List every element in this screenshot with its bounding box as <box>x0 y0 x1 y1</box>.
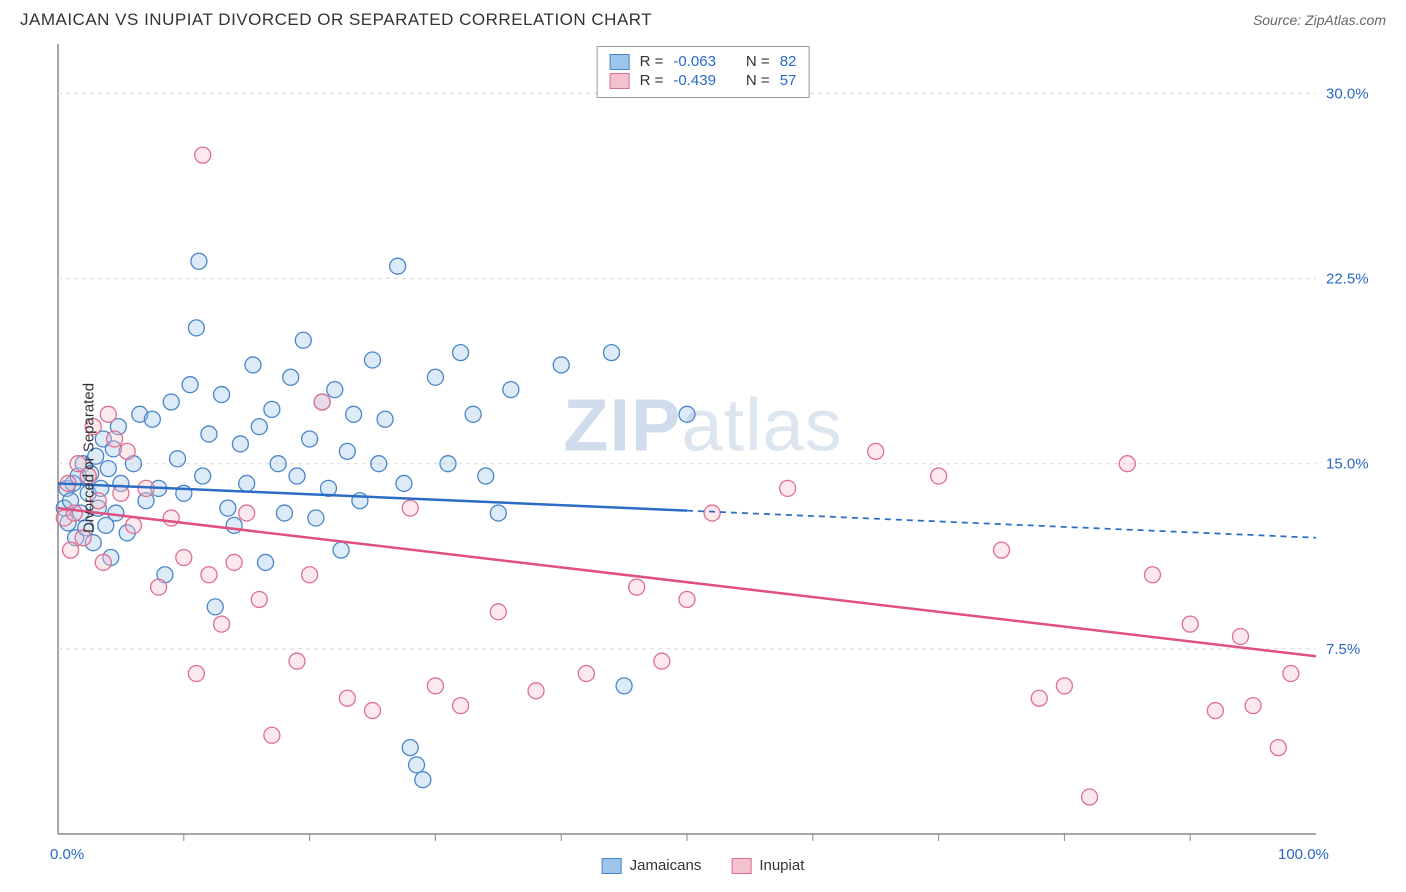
legend-stats-row-1: R = -0.439 N = 57 <box>610 72 797 89</box>
x-axis-max: 100.0% <box>1278 846 1329 863</box>
svg-text:30.0%: 30.0% <box>1326 85 1369 102</box>
legend-r-value-1: -0.439 <box>673 72 716 89</box>
legend-stats-row-0: R = -0.063 N = 82 <box>610 53 797 70</box>
chart-container: Divorced or Separated ZIPatlas 7.5%15.0%… <box>20 44 1386 872</box>
source-label: Source: <box>1253 12 1301 28</box>
svg-text:7.5%: 7.5% <box>1326 641 1360 658</box>
source-name: ZipAtlas.com <box>1305 12 1386 28</box>
legend-item-1: Inupiat <box>731 857 804 874</box>
legend-n-value-0: 82 <box>780 53 797 70</box>
legend-swatch-0 <box>610 54 630 70</box>
legend-label-1: Inupiat <box>759 857 804 874</box>
chart-title: JAMAICAN VS INUPIAT DIVORCED OR SEPARATE… <box>20 10 652 30</box>
legend-item-0: Jamaicans <box>602 857 702 874</box>
legend-r-value-0: -0.063 <box>673 53 716 70</box>
scatter-plot: 7.5% 15.0% 22.5% 30.0% <box>20 44 1386 872</box>
svg-text:22.5%: 22.5% <box>1326 271 1369 288</box>
legend-r-label-1: R = <box>640 72 664 89</box>
legend-swatch-bottom-1 <box>731 858 751 874</box>
legend-swatch-1 <box>610 73 630 89</box>
legend-n-label-0: N = <box>746 53 770 70</box>
svg-text:15.0%: 15.0% <box>1326 456 1369 473</box>
legend-series: Jamaicans Inupiat <box>602 857 805 874</box>
source-attribution: Source: ZipAtlas.com <box>1253 12 1386 28</box>
x-axis-min: 0.0% <box>50 846 84 863</box>
legend-swatch-bottom-0 <box>602 858 622 874</box>
chart-header: JAMAICAN VS INUPIAT DIVORCED OR SEPARATE… <box>0 0 1406 36</box>
legend-label-0: Jamaicans <box>630 857 702 874</box>
legend-n-value-1: 57 <box>780 72 797 89</box>
legend-stats: R = -0.063 N = 82 R = -0.439 N = 57 <box>597 46 810 98</box>
y-axis-label: Divorced or Separated <box>81 383 98 533</box>
legend-r-label-0: R = <box>640 53 664 70</box>
legend-n-label-1: N = <box>746 72 770 89</box>
